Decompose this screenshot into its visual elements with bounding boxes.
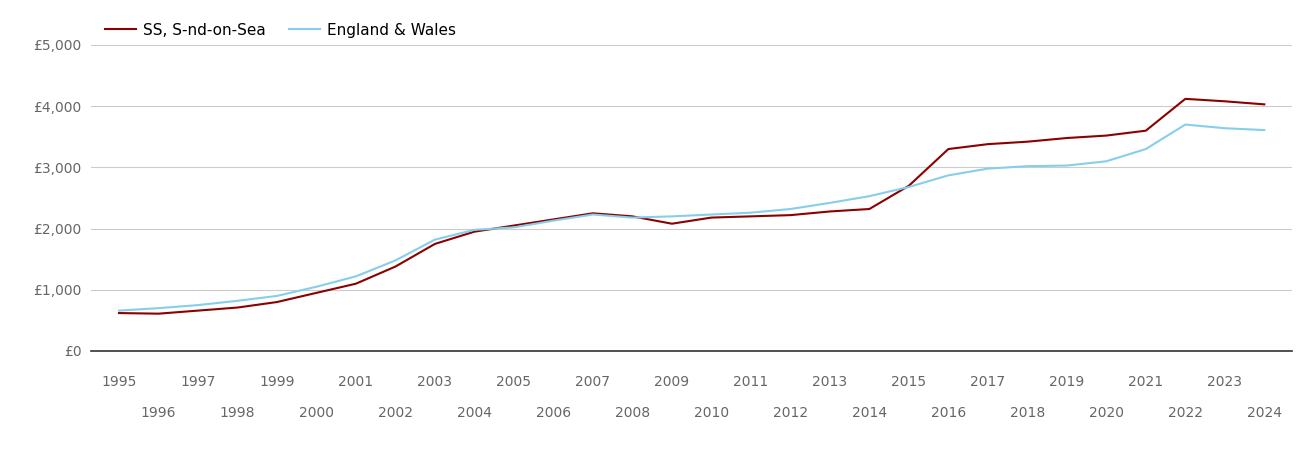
England & Wales bbox=[783, 206, 799, 211]
England & Wales bbox=[1138, 146, 1154, 152]
England & Wales bbox=[980, 166, 996, 171]
SS, S-nd-on-Sea bbox=[783, 212, 799, 218]
Text: 2003: 2003 bbox=[418, 375, 453, 390]
England & Wales bbox=[743, 210, 758, 216]
England & Wales bbox=[309, 284, 325, 289]
SS, S-nd-on-Sea bbox=[1257, 102, 1272, 107]
Legend: SS, S-nd-on-Sea, England & Wales: SS, S-nd-on-Sea, England & Wales bbox=[99, 17, 462, 44]
SS, S-nd-on-Sea bbox=[585, 211, 600, 216]
England & Wales bbox=[861, 194, 877, 199]
SS, S-nd-on-Sea bbox=[1138, 128, 1154, 133]
England & Wales bbox=[1019, 163, 1035, 169]
SS, S-nd-on-Sea bbox=[900, 183, 916, 189]
Text: 2021: 2021 bbox=[1129, 375, 1163, 390]
SS, S-nd-on-Sea bbox=[348, 281, 364, 286]
England & Wales bbox=[111, 308, 127, 313]
England & Wales bbox=[191, 302, 206, 308]
Text: 2014: 2014 bbox=[852, 406, 887, 420]
England & Wales bbox=[900, 184, 916, 190]
England & Wales bbox=[1099, 158, 1114, 164]
Text: 2013: 2013 bbox=[812, 375, 847, 390]
SS, S-nd-on-Sea bbox=[467, 229, 483, 234]
Text: 2002: 2002 bbox=[378, 406, 412, 420]
Text: 2019: 2019 bbox=[1049, 375, 1084, 390]
England & Wales bbox=[703, 212, 719, 217]
Text: 1999: 1999 bbox=[260, 375, 295, 390]
SS, S-nd-on-Sea bbox=[861, 206, 877, 211]
SS, S-nd-on-Sea bbox=[309, 290, 325, 296]
Text: 2017: 2017 bbox=[971, 375, 1005, 390]
Text: 2007: 2007 bbox=[576, 375, 611, 390]
England & Wales bbox=[348, 274, 364, 279]
England & Wales bbox=[585, 212, 600, 217]
England & Wales bbox=[822, 200, 838, 206]
SS, S-nd-on-Sea bbox=[625, 214, 641, 219]
SS, S-nd-on-Sea bbox=[230, 305, 245, 310]
SS, S-nd-on-Sea bbox=[111, 310, 127, 316]
SS, S-nd-on-Sea bbox=[1218, 99, 1233, 104]
England & Wales bbox=[1060, 163, 1075, 168]
England & Wales bbox=[1218, 126, 1233, 131]
Text: 2011: 2011 bbox=[733, 375, 769, 390]
England & Wales bbox=[150, 306, 166, 311]
Text: 2006: 2006 bbox=[536, 406, 572, 420]
SS, S-nd-on-Sea bbox=[1019, 139, 1035, 144]
Text: 2018: 2018 bbox=[1010, 406, 1045, 420]
SS, S-nd-on-Sea bbox=[269, 299, 284, 305]
England & Wales bbox=[625, 215, 641, 220]
SS, S-nd-on-Sea bbox=[703, 215, 719, 220]
England & Wales bbox=[1177, 122, 1193, 127]
Text: 2024: 2024 bbox=[1246, 406, 1282, 420]
Text: 2009: 2009 bbox=[654, 375, 689, 390]
SS, S-nd-on-Sea bbox=[150, 311, 166, 316]
England & Wales bbox=[467, 227, 483, 233]
Line: SS, S-nd-on-Sea: SS, S-nd-on-Sea bbox=[119, 99, 1265, 314]
Text: 2022: 2022 bbox=[1168, 406, 1203, 420]
Text: 2001: 2001 bbox=[338, 375, 373, 390]
Text: 1996: 1996 bbox=[141, 406, 176, 420]
SS, S-nd-on-Sea bbox=[1177, 96, 1193, 102]
Text: 1995: 1995 bbox=[102, 375, 137, 390]
England & Wales bbox=[545, 218, 561, 223]
Line: England & Wales: England & Wales bbox=[119, 125, 1265, 310]
England & Wales bbox=[941, 173, 957, 178]
Text: 2010: 2010 bbox=[694, 406, 729, 420]
England & Wales bbox=[427, 237, 442, 242]
SS, S-nd-on-Sea bbox=[980, 141, 996, 147]
Text: 2008: 2008 bbox=[615, 406, 650, 420]
SS, S-nd-on-Sea bbox=[743, 214, 758, 219]
SS, S-nd-on-Sea bbox=[506, 223, 522, 228]
England & Wales bbox=[506, 225, 522, 230]
SS, S-nd-on-Sea bbox=[388, 264, 403, 269]
Text: 2023: 2023 bbox=[1207, 375, 1242, 390]
SS, S-nd-on-Sea bbox=[1099, 133, 1114, 138]
Text: 2016: 2016 bbox=[930, 406, 966, 420]
SS, S-nd-on-Sea bbox=[941, 146, 957, 152]
SS, S-nd-on-Sea bbox=[545, 217, 561, 222]
Text: 1998: 1998 bbox=[219, 406, 256, 420]
Text: 2012: 2012 bbox=[773, 406, 808, 420]
SS, S-nd-on-Sea bbox=[427, 241, 442, 247]
England & Wales bbox=[230, 298, 245, 303]
Text: 2015: 2015 bbox=[891, 375, 927, 390]
SS, S-nd-on-Sea bbox=[822, 209, 838, 214]
SS, S-nd-on-Sea bbox=[1060, 135, 1075, 141]
Text: 2020: 2020 bbox=[1088, 406, 1124, 420]
Text: 2005: 2005 bbox=[496, 375, 531, 390]
SS, S-nd-on-Sea bbox=[191, 308, 206, 313]
England & Wales bbox=[388, 258, 403, 263]
England & Wales bbox=[664, 214, 680, 219]
Text: 2004: 2004 bbox=[457, 406, 492, 420]
SS, S-nd-on-Sea bbox=[664, 221, 680, 226]
England & Wales bbox=[269, 293, 284, 299]
England & Wales bbox=[1257, 127, 1272, 133]
Text: 1997: 1997 bbox=[180, 375, 215, 390]
Text: 2000: 2000 bbox=[299, 406, 334, 420]
